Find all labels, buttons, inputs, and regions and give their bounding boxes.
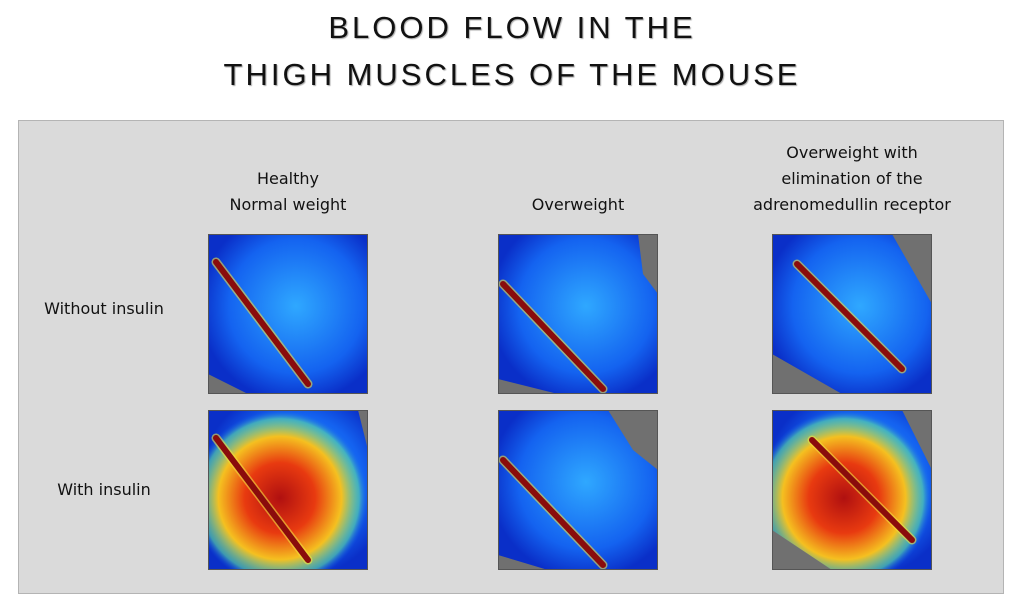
header-line: Healthy xyxy=(256,169,319,188)
row-label: With insulin xyxy=(57,480,151,499)
flow-image xyxy=(772,234,932,394)
column-header: Healthy Normal weight xyxy=(158,166,418,218)
background-patch xyxy=(208,374,248,394)
background-patch xyxy=(358,410,368,450)
vessel xyxy=(213,259,311,387)
image-border xyxy=(498,234,658,394)
column-header: Overweight with elimination of the adren… xyxy=(722,140,982,218)
flow-image xyxy=(498,234,658,394)
flow-image xyxy=(498,410,658,570)
header-line: adrenomedullin receptor xyxy=(753,195,951,214)
background-patch xyxy=(772,410,932,570)
row-label: Without insulin xyxy=(44,299,164,318)
header-line: elimination of the xyxy=(781,169,923,188)
flow-image xyxy=(208,234,368,394)
background-patch xyxy=(772,234,932,394)
image-border xyxy=(498,410,658,570)
column-header: Overweight xyxy=(448,192,708,218)
vessel xyxy=(794,261,905,372)
image-border xyxy=(772,410,932,570)
title-line: BLOOD FLOW IN THE xyxy=(328,10,696,45)
vessel xyxy=(500,281,606,392)
background-patch xyxy=(498,234,658,394)
vessel xyxy=(213,435,311,563)
flow-image xyxy=(772,410,932,570)
header-line: Normal weight xyxy=(229,195,347,214)
image-glow xyxy=(498,234,658,394)
title-line: THIGH MUSCLES OF THE MOUSE xyxy=(223,57,801,92)
image-border xyxy=(208,234,368,394)
vessel xyxy=(500,457,606,568)
vessel xyxy=(809,437,915,543)
header-line: Overweight with xyxy=(786,143,918,162)
image-border xyxy=(772,234,932,394)
image-hot xyxy=(208,410,368,570)
image-border xyxy=(208,410,368,570)
image-glow xyxy=(208,234,368,394)
image-hot xyxy=(772,410,932,570)
background-patch xyxy=(498,410,658,570)
header-line: Overweight xyxy=(531,195,625,214)
flow-image xyxy=(208,410,368,570)
